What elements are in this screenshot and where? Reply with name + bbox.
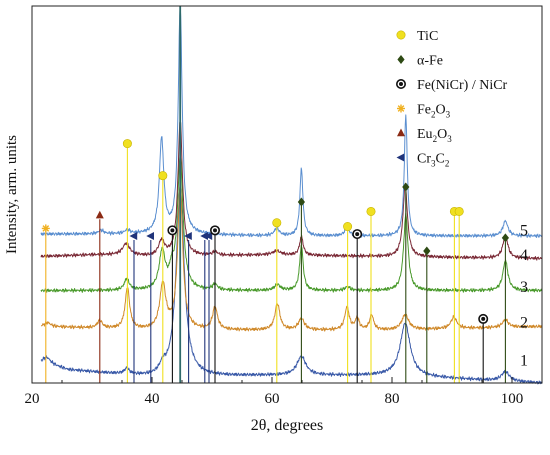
series-3-line (40, 154, 543, 293)
x-tick-label-40: 40 (145, 391, 160, 407)
legend-marker-1 (397, 55, 405, 64)
x-tick-label-60: 60 (265, 391, 280, 407)
series-label-4: 4 (520, 247, 528, 264)
series-label-3: 3 (520, 279, 528, 296)
legend-label-4: Eu2O3 (417, 127, 452, 144)
phase-marker-ring-dot (352, 229, 363, 240)
phase-marker-circle (343, 222, 353, 232)
series-label-1: 1 (520, 352, 528, 369)
phase-marker-diamond (423, 246, 431, 256)
legend-marker-5 (396, 153, 405, 162)
phase-marker-circle (272, 218, 282, 228)
legend: TiC α-Fe Fe(NiCr) / NiCr Fe2O3 Eu2O3 Cr3C2 (395, 29, 508, 169)
legend-marker-3 (397, 104, 405, 113)
phase-marker-ring-dot (210, 225, 221, 236)
series-5-line (40, 5, 542, 238)
phase-marker-left-triangle (184, 231, 192, 240)
x-axis-ticks: 20 40 60 80 100 (25, 377, 543, 407)
phase-marker-asterisk (41, 224, 50, 233)
phase-marker-diamond (501, 233, 509, 243)
legend-marker-4 (397, 128, 405, 137)
phase-marker-ring-dot (167, 225, 178, 236)
series-labels: 1 2 3 4 5 (520, 222, 528, 369)
phase-marker-circle (122, 139, 132, 149)
series-label-2: 2 (520, 315, 528, 332)
x-axis-label: 2θ, degrees (251, 417, 324, 434)
series-1-line (40, 187, 543, 385)
legend-label-2: Fe(NiCr) / NiCr (417, 78, 508, 93)
legend-label-5: Cr3C2 (417, 152, 449, 169)
phase-marker-left-triangle (129, 231, 138, 240)
x-tick-label-100: 100 (501, 391, 524, 407)
plot-frame (31, 5, 543, 384)
x-tick-label-80: 80 (385, 391, 400, 407)
legend-label-0: TiC (417, 29, 438, 44)
phase-marker-triangle (95, 210, 104, 219)
phase-marker-circle (366, 206, 376, 216)
y-axis-label: Intensity, arm. units (4, 135, 20, 254)
phase-marker-circle (454, 206, 464, 216)
phase-marker-circle (158, 171, 168, 181)
series-label-5: 5 (520, 222, 528, 239)
legend-label-1: α-Fe (417, 54, 443, 69)
phase-marker-diamond (297, 197, 305, 207)
series-4-line (40, 120, 543, 261)
phase-markers-group (41, 6, 509, 383)
legend-marker-2 (395, 79, 406, 90)
phase-marker-diamond (402, 182, 410, 192)
phase-marker-ring-dot (478, 313, 489, 324)
phase-marker-left-triangle (200, 231, 208, 240)
series-group (40, 5, 543, 385)
legend-label-3: Fe2O3 (417, 103, 451, 120)
phase-marker-left-triangle (146, 231, 154, 240)
x-tick-label-20: 20 (25, 391, 40, 407)
series-2-line (41, 184, 543, 332)
phase-marker-left-triangle (204, 231, 213, 240)
legend-marker-0 (396, 30, 406, 40)
